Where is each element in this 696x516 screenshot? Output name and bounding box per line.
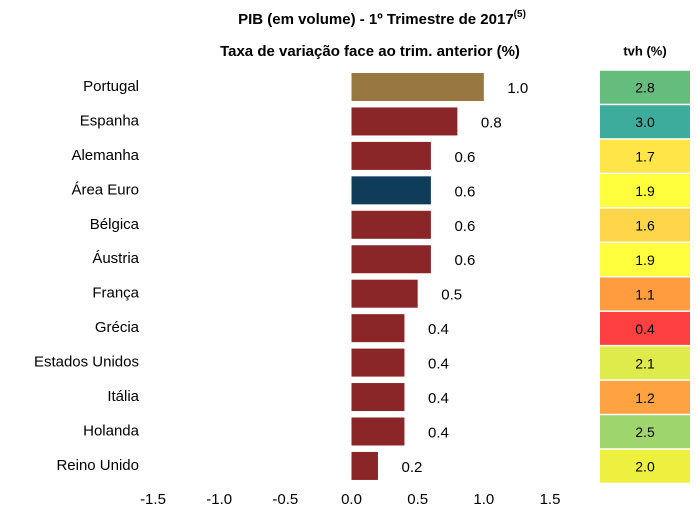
value-label: 0.8 xyxy=(481,114,502,131)
tvh-cell xyxy=(600,449,690,483)
bar xyxy=(351,73,484,101)
tvh-label: 1.7 xyxy=(635,149,655,165)
y-tick-label: Itália xyxy=(107,388,139,405)
bar xyxy=(351,245,431,274)
y-tick-label: França xyxy=(92,285,139,302)
value-label: 0.4 xyxy=(428,356,449,373)
value-label: 0.6 xyxy=(454,252,475,269)
x-tick-label: 1.0 xyxy=(473,491,494,508)
value-label: 0.6 xyxy=(454,218,475,235)
x-tick-label: -1.5 xyxy=(140,491,166,508)
y-tick-label: Bélgica xyxy=(90,216,140,233)
y-tick-label: Área Euro xyxy=(71,181,139,198)
title-text: PIB (em volume) - 1º Trimestre de 2017 xyxy=(238,11,514,28)
y-tick-label: Portugal xyxy=(83,78,139,95)
y-tick-label: Áustria xyxy=(92,250,139,267)
bar xyxy=(351,348,405,377)
value-label: 0.6 xyxy=(454,149,475,166)
y-tick-label: Alemanha xyxy=(71,147,139,164)
tvh-label: 0.4 xyxy=(635,321,655,337)
value-label: 0.4 xyxy=(428,321,449,338)
tvh-label: 1.2 xyxy=(635,390,655,406)
title-superscript: (5) xyxy=(514,9,526,20)
y-tick-label: Reino Unido xyxy=(56,457,139,474)
y-tick-label: Grécia xyxy=(95,319,140,336)
x-tick-label: 0.5 xyxy=(407,491,428,508)
tvh-label: 3.0 xyxy=(635,114,655,130)
tvh-cell xyxy=(600,311,690,345)
tvh-cell xyxy=(600,139,690,173)
bar xyxy=(351,210,431,239)
x-tick-label: -1.0 xyxy=(206,491,232,508)
value-label: 0.4 xyxy=(428,424,449,441)
tvh-cell xyxy=(600,346,690,380)
bar xyxy=(351,314,405,343)
value-label: 1.0 xyxy=(507,80,528,97)
y-tick-label: Espanha xyxy=(80,112,140,129)
x-tick-label: 0.0 xyxy=(341,491,362,508)
bar xyxy=(351,417,405,446)
tvh-cell xyxy=(600,380,690,414)
tvh-label: 1.9 xyxy=(635,252,655,268)
chart-title: PIB (em volume) - 1º Trimestre de 2017(5… xyxy=(238,9,526,28)
y-tick-label: Estados Unidos xyxy=(34,354,139,371)
bar xyxy=(351,141,431,170)
tvh-cell xyxy=(600,243,690,276)
chart-subtitle: Taxa de variação face ao trim. anterior … xyxy=(220,43,520,60)
y-tick-label: Holanda xyxy=(83,422,140,439)
value-label: 0.6 xyxy=(454,183,475,200)
tvh-label: 1.1 xyxy=(635,286,655,302)
x-tick-label: 1.5 xyxy=(540,491,561,508)
bar xyxy=(351,451,378,480)
value-label: 0.5 xyxy=(441,287,462,304)
tvh-label: 2.8 xyxy=(635,80,655,96)
tvh-label: 2.1 xyxy=(635,355,655,371)
tvh-label: 1.9 xyxy=(635,183,655,199)
tvh-cell xyxy=(600,208,690,242)
tvh-header: tvh (%) xyxy=(623,43,666,58)
bar xyxy=(351,383,405,412)
x-tick-label: -0.5 xyxy=(272,491,298,508)
tvh-cell xyxy=(600,105,690,139)
tvh-cell xyxy=(600,174,690,208)
bar xyxy=(351,176,431,205)
tvh-cell xyxy=(600,277,690,311)
tvh-label: 1.6 xyxy=(635,218,655,234)
tvh-label: 2.5 xyxy=(635,424,655,440)
value-label: 0.2 xyxy=(402,459,423,476)
tvh-cell xyxy=(600,415,690,449)
bar xyxy=(351,107,458,136)
bar xyxy=(351,279,418,308)
tvh-label: 2.0 xyxy=(635,459,655,475)
tvh-cell xyxy=(600,70,690,104)
value-label: 0.4 xyxy=(428,390,449,407)
